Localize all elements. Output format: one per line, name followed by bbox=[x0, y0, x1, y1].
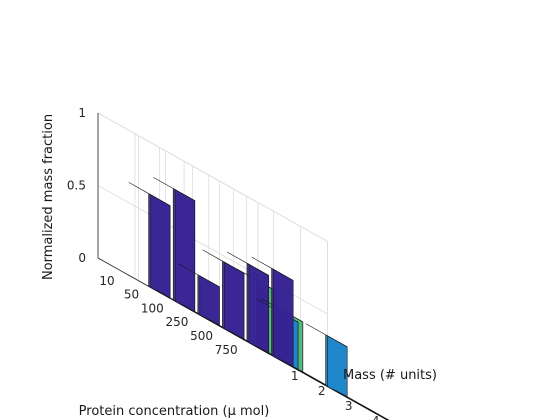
bar-750-5 bbox=[359, 403, 389, 420]
bar-face-top bbox=[128, 182, 171, 206]
bar-face-top bbox=[359, 403, 389, 420]
box-edge bbox=[97, 112, 328, 242]
bar-10-1 bbox=[128, 182, 171, 299]
bar-face-top bbox=[153, 177, 196, 201]
bar-face-side bbox=[150, 194, 171, 299]
bar-100-1 bbox=[177, 263, 220, 327]
bar-face-top bbox=[227, 251, 269, 276]
x-tick-label: 4 bbox=[372, 414, 380, 420]
y-tick-label: 100 bbox=[141, 301, 164, 315]
x-tick-label: 2 bbox=[318, 384, 326, 398]
y-axis-label: Protein concentration (μ mol) bbox=[79, 404, 270, 419]
y-tick-label: 500 bbox=[190, 329, 213, 343]
bar-50-1 bbox=[153, 177, 196, 313]
bar-500-1 bbox=[227, 251, 269, 355]
y-tick-label: 10 bbox=[99, 274, 114, 288]
chart-bars bbox=[128, 177, 390, 420]
x-tick-label: 3 bbox=[345, 399, 353, 413]
y-tick-label: 250 bbox=[165, 315, 188, 329]
z-tick-label: 0.5 bbox=[67, 179, 86, 193]
bar-750-1 bbox=[251, 256, 294, 368]
bar-face-top bbox=[251, 256, 294, 281]
bar-face-side bbox=[174, 189, 196, 313]
bar-face-top bbox=[305, 323, 348, 348]
bar-face-side bbox=[199, 275, 220, 327]
bar-face-top bbox=[177, 263, 220, 288]
z-tick-label: 0 bbox=[78, 251, 86, 265]
y-tick-label: 750 bbox=[215, 343, 238, 357]
z-axis-label: Normalized mass fraction bbox=[41, 114, 56, 280]
z-tick-label: 1 bbox=[78, 106, 86, 120]
bar-face-side bbox=[248, 263, 269, 355]
bar-face-side bbox=[224, 261, 245, 341]
y-tick-label: 50 bbox=[124, 288, 139, 302]
chart-ticks: 00.51105010025050075012345678 bbox=[67, 106, 380, 420]
bar-750-3 bbox=[305, 323, 348, 399]
bar-750-4 bbox=[332, 388, 375, 414]
bar-face-side bbox=[273, 269, 294, 368]
x-tick-label: 1 bbox=[291, 369, 299, 383]
x-axis-label: Mass (# units) bbox=[343, 368, 437, 383]
